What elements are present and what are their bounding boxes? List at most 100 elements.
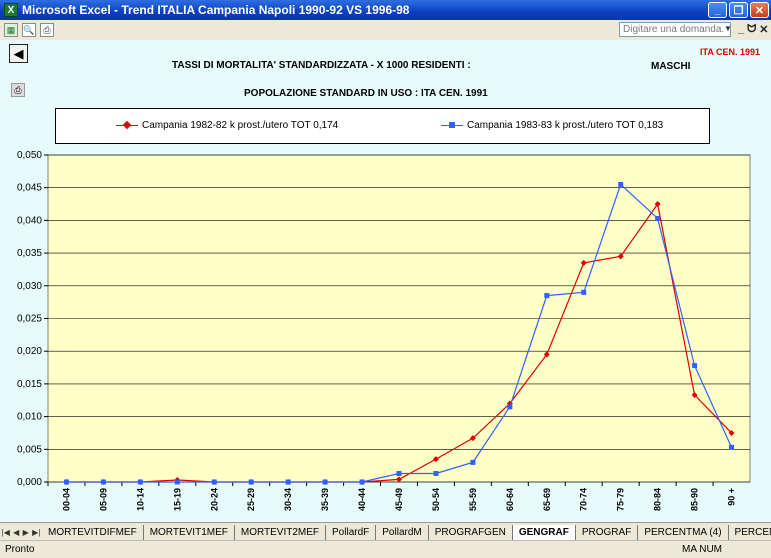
x-tick-label: 70-74 [579, 488, 589, 511]
sheet-print-button[interactable]: ⎙ [11, 83, 25, 97]
sheet-tab-bar: |◀ ◀ ▶ ▶| MORTEVITDIFMEF MORTEVIT1MEF MORT… [0, 522, 771, 541]
data-point-series-2 [729, 444, 735, 450]
x-tick-label: 05-09 [98, 488, 108, 511]
legend-swatch-series-2 [441, 121, 463, 131]
workbook-restore-button[interactable]: ᗢ [747, 23, 757, 35]
data-point-series-2 [396, 470, 402, 476]
data-point-series-1 [396, 476, 402, 483]
x-tick-label: 10-14 [135, 488, 145, 511]
x-tick-label: 75-79 [616, 488, 626, 511]
window-title: Microsoft Excel - Trend ITALIA Campania … [22, 3, 410, 17]
x-tick-label: 85-90 [690, 488, 700, 511]
sheet-tab[interactable]: GENGRAF [512, 524, 576, 540]
chart-legend[interactable]: Campania 1982-82 k prost./utero TOT 0,17… [55, 108, 710, 144]
sheet-tab[interactable]: MORTEVIT2MEF [235, 524, 327, 540]
chart-heading: TASSI DI MORTALITA' STANDARDIZZATA - X 1… [172, 60, 471, 71]
x-tick-label: 30-34 [283, 488, 293, 511]
data-point-series-1 [469, 435, 476, 442]
sheet-tab[interactable]: PollardF [326, 524, 377, 540]
sheet-tab[interactable]: PollardM [376, 524, 429, 540]
excel-icon[interactable]: X [4, 3, 18, 17]
data-point-series-1 [543, 351, 550, 358]
sheet-tab[interactable]: PROGRAFGEN [429, 524, 513, 540]
x-tick-label: 00-04 [61, 488, 71, 511]
data-point-series-2 [544, 293, 550, 299]
x-tick-label: 90 + [727, 488, 737, 506]
data-point-series-2 [100, 479, 106, 485]
data-point-series-1 [617, 253, 624, 260]
sheet-tab[interactable]: PERCENTMA (3) [729, 525, 771, 540]
sheet-tab[interactable]: MORTEVIT1MEF [144, 524, 235, 540]
population-label: ITA CEN. 1991 [700, 47, 761, 57]
x-tick-label: 20-24 [209, 488, 219, 511]
ask-dropdown-icon[interactable]: ▼ [724, 24, 732, 33]
legend-swatch-series-1 [116, 120, 138, 131]
data-point-series-2 [433, 470, 439, 476]
data-point-series-1 [432, 456, 439, 463]
legend-label-series-1: Campania 1982-82 k prost./utero TOT 0,17… [142, 120, 339, 131]
x-tick-label: 15-19 [172, 488, 182, 511]
sheet-tab[interactable]: PERCENTMA (4) [638, 524, 729, 540]
print-icon: ⎙ [14, 84, 22, 95]
y-tick-label: 0,000 [17, 477, 42, 488]
y-tick-label: 0,050 [17, 150, 42, 161]
workbook-minimize-button[interactable]: _ [738, 23, 745, 35]
first-tab-icon[interactable]: |◀ [1, 527, 10, 537]
ask-question-input[interactable]: Digitare una domanda. [619, 22, 731, 37]
tab-navigation: |◀ ◀ ▶ ▶| [0, 528, 42, 537]
data-point-series-2 [507, 404, 513, 410]
data-point-series-2 [692, 363, 698, 369]
restore-button[interactable]: ❐ [729, 2, 748, 18]
excel-sheet-icon[interactable]: ▦ [4, 23, 18, 37]
x-tick-label: 50-54 [431, 488, 441, 511]
print-preview-icon[interactable]: 🔍 [22, 23, 36, 37]
data-point-series-2 [618, 181, 624, 187]
last-tab-icon[interactable]: ▶| [32, 527, 41, 537]
data-point-series-2 [211, 479, 217, 485]
sheet-tabs: MORTEVITDIFMEF MORTEVIT1MEF MORTEVIT2MEF Po… [42, 524, 771, 540]
triangle-left-icon: ◀ [13, 45, 24, 61]
sex-label: MASCHI [651, 61, 691, 72]
status-indicators: MA NUM [682, 544, 722, 555]
data-point-series-1 [580, 259, 587, 266]
y-tick-label: 0,010 [17, 412, 42, 423]
data-point-series-2 [137, 479, 143, 485]
y-tick-label: 0,015 [17, 379, 42, 390]
data-point-series-1 [728, 429, 735, 436]
legend-item-series-1: Campania 1982-82 k prost./utero TOT 0,17… [116, 120, 338, 131]
minimize-button[interactable]: _ [708, 2, 727, 18]
print-icon[interactable]: ⎙ [40, 23, 54, 37]
y-tick-label: 0,025 [17, 314, 42, 325]
x-tick-label: 40-44 [357, 488, 367, 511]
data-point-series-2 [248, 479, 254, 485]
workbook-close-button[interactable]: ✕ [759, 24, 769, 36]
chart-subheading: POPOLAZIONE STANDARD IN USO : ITA CEN. 1… [244, 88, 488, 99]
y-tick-label: 0,040 [17, 215, 42, 226]
status-ready: Pronto [5, 544, 35, 555]
prev-tab-icon[interactable]: ◀ [13, 527, 20, 537]
x-tick-label: 60-64 [505, 488, 515, 511]
legend-item-series-2: Campania 1983-83 k prost./utero TOT 0,18… [441, 120, 663, 131]
x-tick-label: 45-49 [394, 488, 404, 511]
next-tab-icon[interactable]: ▶ [22, 527, 29, 537]
x-tick-label: 35-39 [320, 488, 330, 511]
y-tick-label: 0,030 [17, 281, 42, 292]
data-point-series-2 [470, 459, 476, 465]
data-point-series-2 [359, 479, 365, 485]
x-tick-label: 25-29 [246, 488, 256, 511]
close-button[interactable]: ✕ [750, 2, 769, 18]
data-point-series-2 [285, 479, 291, 485]
sheet-tab[interactable]: MORTEVITDIFMEF [42, 524, 144, 540]
workbook-window-controls: _ ᗢ ✕ [738, 23, 768, 36]
x-tick-label: 80-84 [653, 488, 663, 511]
x-tick-label: 65-69 [542, 488, 552, 511]
sheet-tab[interactable]: PROGRAF [576, 524, 639, 540]
data-point-series-1 [654, 201, 661, 208]
data-point-series-2 [174, 479, 180, 485]
y-tick-label: 0,020 [17, 346, 42, 357]
data-point-series-2 [322, 479, 328, 485]
status-bar: Pronto MA NUM [0, 540, 771, 558]
window-title-bar[interactable]: X Microsoft Excel - Trend ITALIA Campani… [0, 0, 771, 20]
back-button[interactable]: ◀ [9, 44, 28, 63]
line-chart[interactable]: 0,000 0,005 0,010 0,015 0,020 0,025 0,030 0,035… [0, 40, 771, 522]
